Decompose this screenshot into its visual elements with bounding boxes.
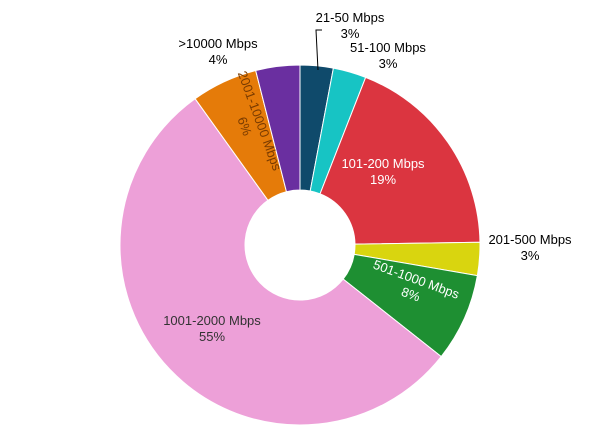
slice-percent-label: 6% <box>234 115 255 138</box>
slice-101-200-mbps <box>319 76 481 245</box>
slice-percent-label: 4% <box>209 52 228 67</box>
slice-over-10000-mbps <box>255 64 301 193</box>
slice-category-label: 1001-2000 Mbps <box>163 313 261 328</box>
slice-percent-label: 3% <box>341 26 360 41</box>
slice-category-label: 201-500 Mbps <box>488 232 572 247</box>
slice-category-label: 51-100 Mbps <box>350 40 426 55</box>
slice-category-label: 21-50 Mbps <box>316 10 385 25</box>
slice-1001-2000-mbps <box>119 98 442 426</box>
slice-percent-label: 8% <box>399 284 422 305</box>
slice-category-label: 101-200 Mbps <box>341 156 425 171</box>
slice-percent-label: 19% <box>370 172 396 187</box>
slice-percent-label: 55% <box>199 329 225 344</box>
chart-slices <box>119 64 481 426</box>
slice-category-label: >10000 Mbps <box>178 36 258 51</box>
leader-line-21-50-mbps <box>315 29 322 71</box>
slice-percent-label: 3% <box>521 248 540 263</box>
slice-percent-label: 3% <box>379 56 398 71</box>
